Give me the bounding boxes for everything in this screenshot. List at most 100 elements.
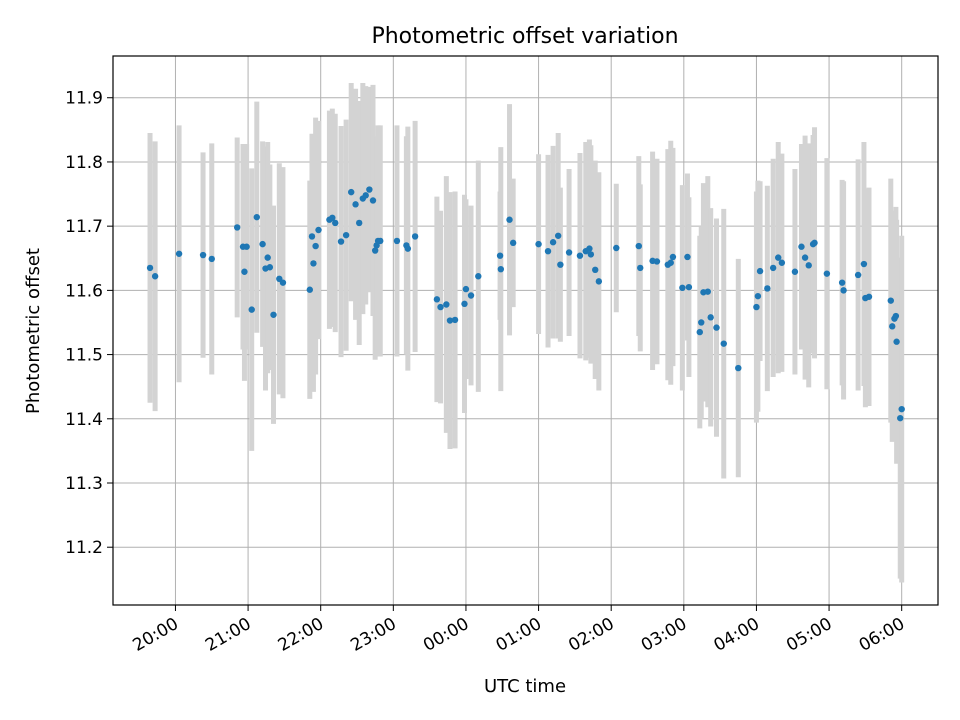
data-point	[707, 314, 714, 321]
data-point	[362, 192, 369, 199]
data-point	[801, 254, 809, 261]
data-point	[377, 237, 384, 245]
y-tick-label: 11.5	[65, 346, 103, 366]
data-point	[756, 267, 764, 275]
data-point	[355, 219, 363, 227]
data-point	[595, 278, 603, 285]
data-point	[248, 306, 255, 313]
data-point	[838, 279, 846, 286]
data-point	[535, 240, 542, 248]
data-point	[312, 242, 319, 250]
data-point	[892, 312, 900, 320]
data-point	[411, 233, 419, 240]
y-axis-ticks: 11.2 11.3 11.4 11.5 11.6 11.7 11.8 11.9	[65, 89, 113, 558]
data-point	[565, 249, 573, 256]
data-point	[208, 255, 215, 263]
data-point	[308, 233, 316, 240]
y-axis-label: Photometric offset	[23, 248, 44, 414]
data-point	[720, 340, 727, 347]
data-point	[233, 224, 241, 231]
data-point	[243, 243, 250, 250]
data-point	[475, 273, 482, 280]
data-point	[613, 244, 620, 252]
data-point	[754, 292, 762, 300]
data-point	[635, 242, 642, 250]
data-point	[684, 253, 691, 261]
data-point	[253, 213, 260, 221]
data-point	[893, 338, 900, 345]
data-point	[698, 319, 705, 326]
data-point	[713, 324, 720, 331]
data-point	[310, 260, 317, 267]
data-point	[259, 240, 266, 248]
data-point	[854, 271, 862, 279]
data-point	[451, 316, 459, 324]
data-point	[887, 297, 894, 304]
y-tick-label: 11.7	[65, 217, 103, 237]
data-point	[586, 245, 593, 252]
data-point	[337, 238, 345, 245]
data-point	[433, 296, 441, 303]
y-tick-label: 11.3	[65, 474, 103, 494]
data-point	[587, 251, 595, 258]
data-point	[823, 270, 831, 277]
data-point	[352, 201, 359, 208]
data-point	[266, 264, 274, 271]
y-tick-label: 11.2	[65, 538, 103, 558]
data-point	[366, 186, 373, 193]
data-point	[778, 259, 786, 266]
data-point	[811, 239, 818, 247]
y-tick-label: 11.4	[65, 410, 103, 430]
data-point	[443, 301, 450, 308]
data-point	[764, 285, 771, 292]
data-point	[897, 414, 904, 422]
data-point	[270, 311, 277, 318]
x-axis-label: UTC time	[484, 676, 566, 697]
data-point	[549, 239, 557, 246]
data-point	[669, 253, 677, 261]
data-point	[175, 250, 183, 257]
data-point	[775, 254, 782, 261]
data-point	[685, 283, 693, 291]
data-points	[146, 186, 905, 422]
data-point	[554, 232, 562, 239]
data-point	[557, 261, 564, 268]
data-point	[462, 285, 470, 293]
data-point	[679, 284, 686, 291]
data-point	[467, 292, 475, 299]
data-point	[279, 279, 287, 286]
data-point	[898, 405, 905, 413]
data-point	[840, 287, 847, 294]
data-point	[199, 251, 207, 259]
data-point	[860, 260, 868, 268]
y-tick-label: 11.6	[65, 281, 103, 301]
data-point	[404, 245, 412, 252]
data-point	[704, 288, 711, 295]
chart-title: Photometric offset variation	[371, 24, 678, 49]
data-point	[576, 252, 584, 259]
data-point	[544, 248, 552, 255]
y-tick-label: 11.9	[65, 89, 103, 109]
data-point	[653, 258, 661, 265]
data-point	[889, 323, 896, 330]
plot-area-frame	[112, 55, 939, 606]
data-point	[791, 268, 799, 275]
data-point	[371, 247, 379, 254]
data-point	[241, 268, 248, 275]
data-point	[497, 265, 505, 273]
data-point	[735, 364, 742, 372]
data-point	[865, 293, 873, 300]
data-point	[461, 300, 468, 308]
data-point	[437, 303, 444, 311]
y-tick-label: 11.8	[65, 153, 103, 173]
data-point	[146, 264, 154, 272]
data-point	[369, 197, 377, 204]
data-point	[769, 264, 777, 272]
data-point	[342, 231, 350, 239]
data-point	[348, 188, 355, 196]
data-point	[151, 273, 159, 280]
data-point	[315, 226, 322, 234]
data-point	[592, 266, 599, 274]
data-point	[805, 262, 812, 269]
